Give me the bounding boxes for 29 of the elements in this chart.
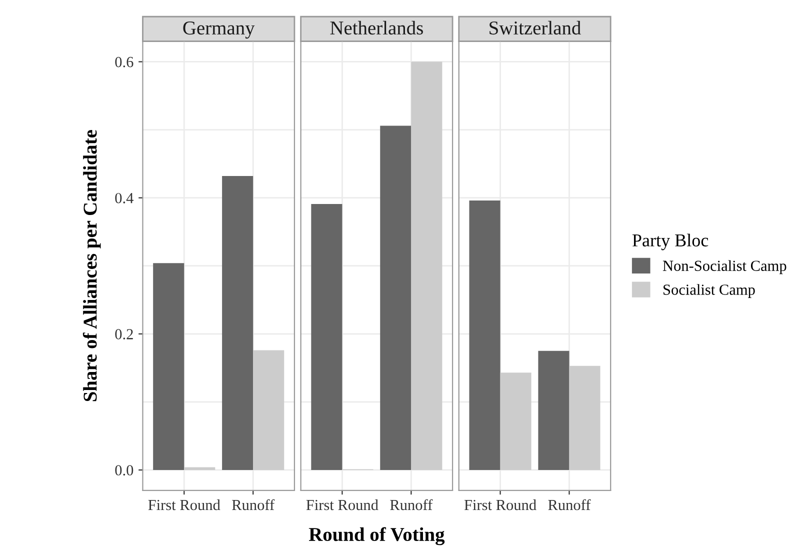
x-tick-label: Runoff xyxy=(232,499,275,510)
bar xyxy=(380,126,412,470)
bar xyxy=(538,350,570,470)
chart-title: Netherlands xyxy=(330,20,423,35)
x-tick-label: Runoff xyxy=(390,499,433,510)
bar xyxy=(222,176,254,470)
y-tick-label: 0.0 xyxy=(115,465,134,476)
x-tick-label: First Round xyxy=(148,499,220,510)
chart-title: Germany xyxy=(183,22,255,39)
x-axis-title: Round of Voting xyxy=(308,527,445,546)
legend-label: Socialist Camp xyxy=(664,284,755,298)
y-tick-label: 0.2 xyxy=(115,329,133,340)
x-tick-label: Runoff xyxy=(548,499,591,510)
y-tick-label: 0.4 xyxy=(115,192,134,204)
y-tick-label: 0.6 xyxy=(115,56,134,68)
chart-title: Switzerland xyxy=(490,20,581,35)
bar xyxy=(569,366,600,470)
x-tick-label: First Round xyxy=(464,499,536,510)
bar xyxy=(411,62,442,470)
bar xyxy=(469,200,500,470)
bar xyxy=(184,467,216,470)
y-axis-title: Share of Alliances per Candidate xyxy=(82,130,101,402)
bar xyxy=(311,204,342,470)
legend-label: Non-Socialist Camp xyxy=(662,260,786,274)
bar xyxy=(500,372,532,470)
x-tick-label: First Round xyxy=(306,499,378,510)
bar xyxy=(253,350,284,470)
bar xyxy=(153,263,184,470)
legend-title: Party Bloc xyxy=(632,234,708,250)
